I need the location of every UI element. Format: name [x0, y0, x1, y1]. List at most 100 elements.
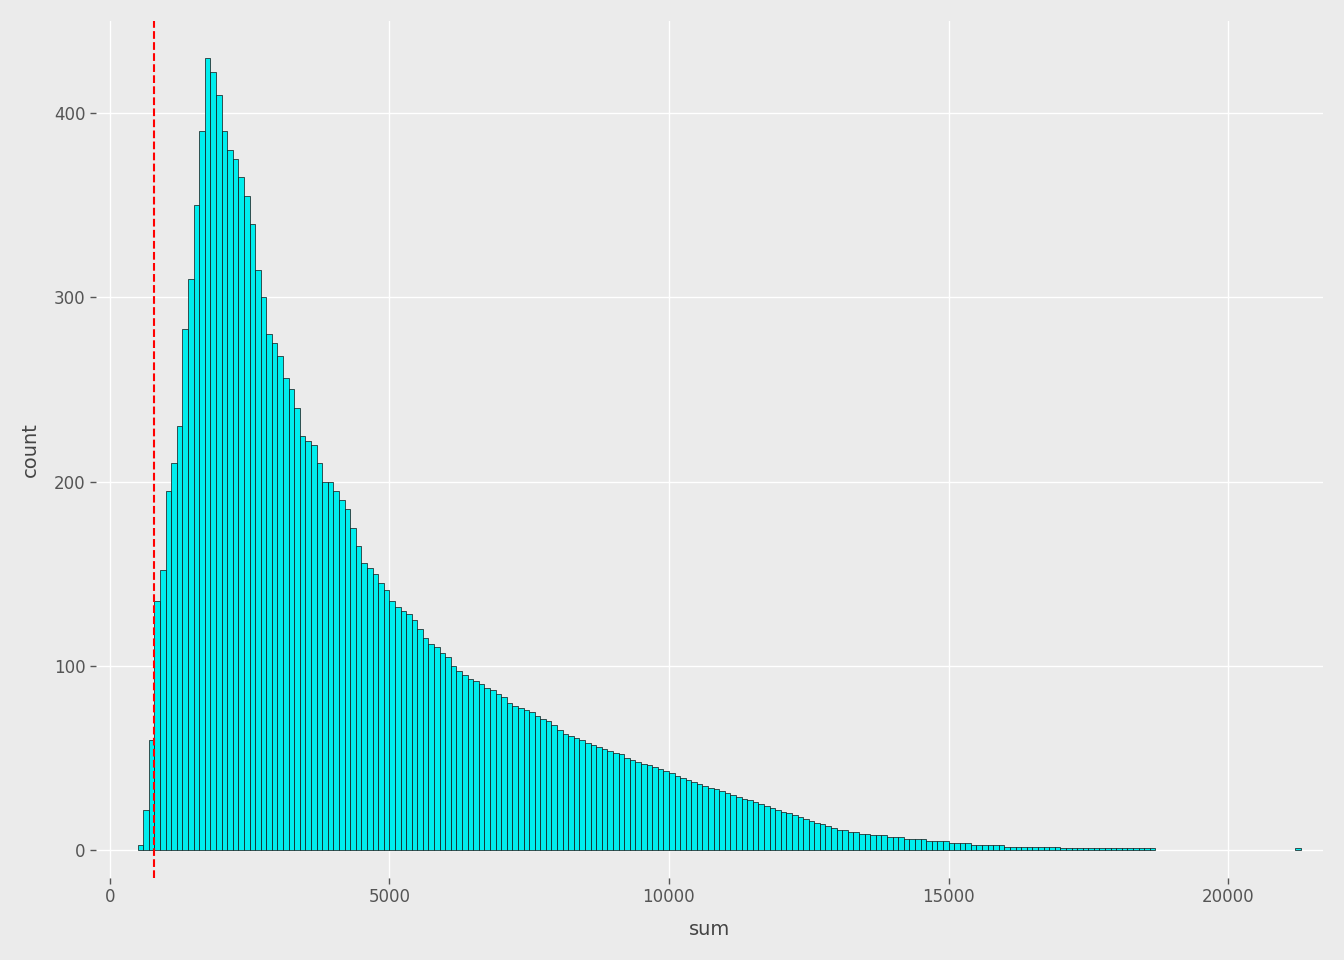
Bar [965, 843, 970, 851]
Bar [540, 719, 546, 851]
Bar [943, 841, 949, 851]
Bar [390, 601, 395, 851]
Bar [1110, 849, 1117, 851]
Bar [344, 509, 351, 851]
Bar [222, 132, 227, 851]
Bar [809, 821, 814, 851]
Bar [1066, 849, 1071, 851]
Bar [216, 94, 222, 851]
Bar [753, 803, 758, 851]
Bar [770, 807, 775, 851]
Bar [597, 747, 602, 851]
Bar [910, 839, 915, 851]
Bar [261, 298, 266, 851]
Bar [652, 767, 657, 851]
Bar [406, 614, 411, 851]
Bar [613, 753, 618, 851]
Bar [255, 270, 261, 851]
Bar [183, 328, 188, 851]
Bar [636, 761, 641, 851]
Bar [188, 278, 194, 851]
Bar [423, 638, 429, 851]
Bar [378, 583, 384, 851]
Bar [496, 693, 501, 851]
Bar [703, 785, 708, 851]
Bar [1032, 847, 1038, 851]
Bar [624, 758, 630, 851]
Bar [579, 739, 585, 851]
Bar [434, 647, 439, 851]
Bar [887, 837, 892, 851]
Bar [993, 845, 999, 851]
Bar [724, 793, 730, 851]
Bar [657, 769, 664, 851]
Bar [848, 831, 853, 851]
Bar [294, 408, 300, 851]
Bar [429, 644, 434, 851]
Bar [758, 804, 763, 851]
Bar [439, 653, 445, 851]
Bar [804, 819, 809, 851]
Y-axis label: count: count [22, 421, 40, 477]
Bar [362, 563, 367, 851]
Bar [876, 835, 882, 851]
Bar [333, 491, 339, 851]
Bar [781, 811, 786, 851]
Bar [1138, 849, 1144, 851]
Bar [524, 710, 530, 851]
Bar [417, 629, 423, 851]
Bar [903, 839, 910, 851]
Bar [988, 845, 993, 851]
Bar [401, 611, 406, 851]
Bar [786, 813, 792, 851]
Bar [737, 797, 742, 851]
Bar [245, 196, 250, 851]
Bar [915, 839, 921, 851]
Bar [602, 749, 607, 851]
Bar [445, 657, 450, 851]
Bar [618, 755, 624, 851]
Bar [1117, 849, 1122, 851]
Bar [171, 463, 177, 851]
Bar [970, 845, 977, 851]
Bar [775, 809, 781, 851]
X-axis label: sum: sum [689, 921, 730, 939]
Bar [892, 837, 898, 851]
Bar [199, 132, 204, 851]
Bar [719, 791, 724, 851]
Bar [590, 745, 597, 851]
Bar [1128, 849, 1133, 851]
Bar [843, 830, 848, 851]
Bar [211, 72, 216, 851]
Bar [814, 823, 820, 851]
Bar [898, 837, 903, 851]
Bar [999, 845, 1004, 851]
Bar [820, 825, 825, 851]
Bar [977, 845, 982, 851]
Bar [563, 734, 569, 851]
Bar [1011, 847, 1016, 851]
Bar [551, 725, 558, 851]
Bar [238, 178, 245, 851]
Bar [882, 835, 887, 851]
Bar [1083, 849, 1089, 851]
Bar [792, 815, 797, 851]
Bar [747, 801, 753, 851]
Bar [546, 721, 551, 851]
Bar [926, 841, 931, 851]
Bar [204, 58, 211, 851]
Bar [1099, 849, 1105, 851]
Bar [630, 760, 636, 851]
Bar [1016, 847, 1021, 851]
Bar [1027, 847, 1032, 851]
Bar [323, 482, 328, 851]
Bar [266, 334, 271, 851]
Bar [669, 773, 675, 851]
Bar [864, 833, 870, 851]
Bar [937, 841, 943, 851]
Bar [227, 150, 233, 851]
Bar [691, 782, 698, 851]
Bar [310, 444, 317, 851]
Bar [177, 426, 183, 851]
Bar [931, 841, 937, 851]
